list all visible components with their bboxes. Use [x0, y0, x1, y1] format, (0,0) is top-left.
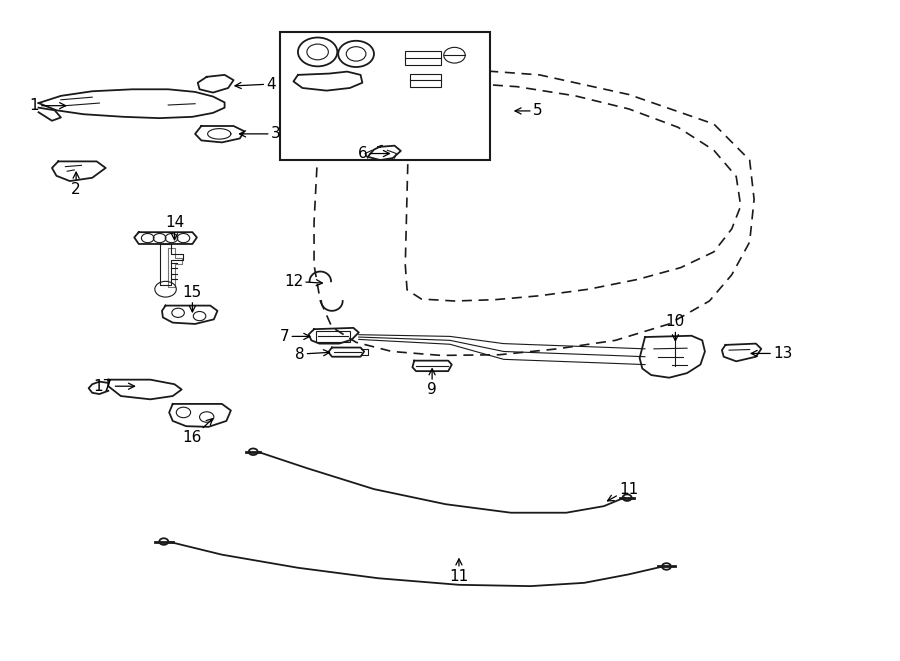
Text: 17: 17 [94, 379, 135, 394]
Bar [405, 51, 441, 65]
Text: 4: 4 [235, 77, 276, 92]
Text: 13: 13 [752, 346, 792, 361]
Text: 9: 9 [428, 369, 437, 397]
Text: 10: 10 [666, 315, 685, 340]
Text: 6: 6 [357, 146, 390, 161]
Bar [410, 73, 441, 87]
Text: 11: 11 [608, 482, 638, 501]
Text: 8: 8 [295, 346, 329, 362]
Text: 3: 3 [239, 126, 281, 141]
Bar [316, 330, 350, 342]
Text: 11: 11 [449, 559, 469, 584]
Bar [280, 32, 490, 160]
Text: 14: 14 [165, 215, 184, 240]
Text: 12: 12 [284, 274, 322, 289]
Text: 2: 2 [71, 172, 81, 197]
Text: 1: 1 [30, 98, 66, 113]
Text: 7: 7 [280, 329, 310, 344]
Text: 5: 5 [515, 103, 543, 118]
Text: 15: 15 [183, 285, 202, 312]
Text: 16: 16 [183, 418, 212, 446]
